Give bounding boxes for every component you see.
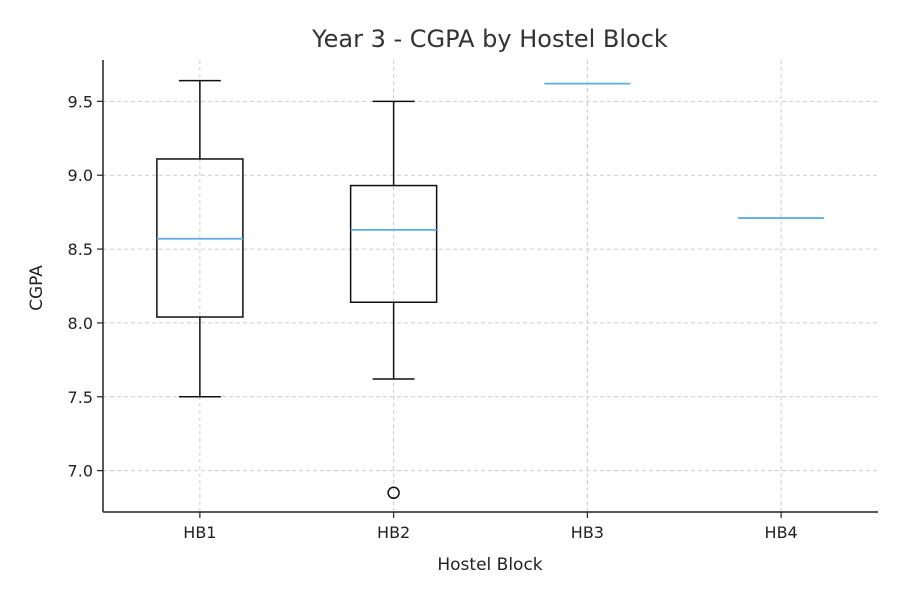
chart-title: Year 3 - CGPA by Hostel Block — [311, 25, 668, 53]
y-tick-label: 8.5 — [68, 240, 93, 259]
iqr-box — [349, 184, 438, 303]
tick-layer: 7.0 7.5 8.0 8.5 9.0 9.5 HB1 HB2 HB3 HB4 — [68, 92, 798, 542]
y-tick-label: 9.5 — [68, 92, 93, 111]
y-tick-label: 9.0 — [68, 166, 93, 185]
x-tick-label-hb4: HB4 — [765, 523, 798, 542]
x-tick-label-hb1: HB1 — [183, 523, 216, 542]
x-tick-label-hb2: HB2 — [377, 523, 410, 542]
grid-layer — [103, 60, 878, 512]
y-axis-label: CGPA — [27, 265, 47, 311]
x-axis-label: Hostel Block — [437, 555, 542, 575]
box-group-hb2 — [349, 100, 438, 500]
y-tick-label: 7.0 — [68, 462, 93, 481]
y-tick-label: 7.5 — [68, 388, 93, 407]
outlier-point — [387, 486, 400, 500]
axis-layer — [102, 60, 878, 513]
y-tick-label: 8.0 — [68, 314, 93, 333]
x-tick-label-hb3: HB3 — [571, 523, 604, 542]
box-layer — [156, 79, 825, 500]
box-group-hb1 — [156, 79, 244, 398]
